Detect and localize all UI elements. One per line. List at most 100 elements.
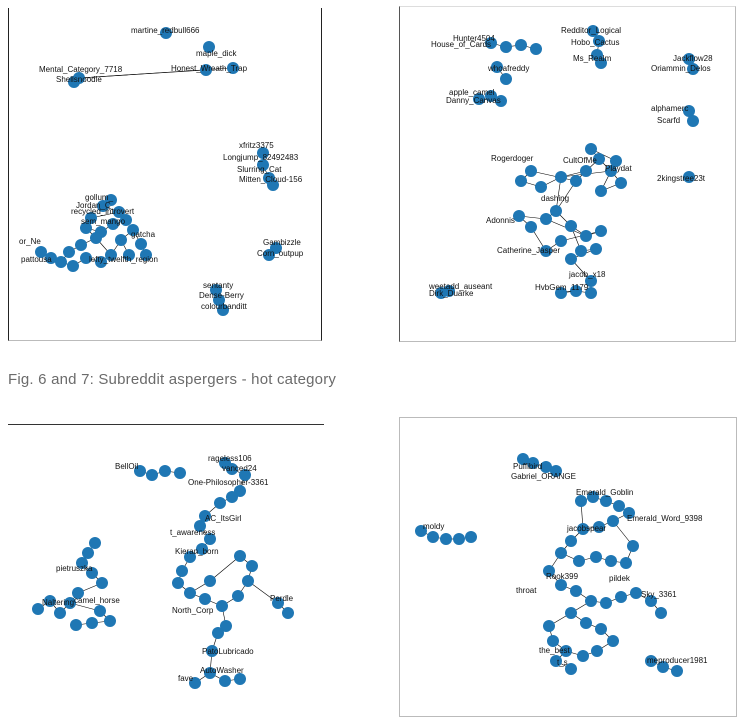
- graph-node: [645, 595, 657, 607]
- graph-node: [86, 617, 98, 629]
- graph-node: [473, 93, 485, 105]
- node-label: Mental_Category_7718: [39, 65, 123, 74]
- graph-node: [85, 212, 97, 224]
- node-label: Playdat: [605, 164, 632, 173]
- graph-node: [232, 590, 244, 602]
- graph-node: [263, 249, 275, 261]
- graph-node: [600, 495, 612, 507]
- graph-node: [200, 64, 212, 76]
- node-label: Perdle: [270, 594, 294, 603]
- graph-node: [172, 577, 184, 589]
- graph-node: [613, 500, 625, 512]
- graph-node: [565, 607, 577, 619]
- graph-node: [600, 597, 612, 609]
- graph-node: [620, 557, 632, 569]
- node-label: Ms_Realm: [573, 54, 612, 63]
- graph-node: [607, 635, 619, 647]
- node-label: Jordan_C: [76, 201, 111, 210]
- node-label: apple_camel: [449, 88, 495, 97]
- graph-node: [605, 555, 617, 567]
- graph-node: [282, 607, 294, 619]
- graph-node: [530, 43, 542, 55]
- node-label: Corn_outpup: [257, 249, 304, 258]
- graph-node: [210, 284, 222, 296]
- graph-node: [593, 35, 605, 47]
- graph-node: [86, 567, 98, 579]
- graph-node: [587, 491, 599, 503]
- graph-node: [540, 245, 552, 257]
- graph-node: [525, 221, 537, 233]
- node-label: AutoWasher: [200, 666, 244, 675]
- graph-node: [212, 627, 224, 639]
- graph-node: [174, 467, 186, 479]
- graph-node: [595, 225, 607, 237]
- node-label: maple_dick: [196, 49, 237, 58]
- graph-node: [96, 577, 108, 589]
- graph-node: [199, 593, 211, 605]
- graph-node: [115, 234, 127, 246]
- graph-node: [204, 667, 216, 679]
- graph-node: [196, 543, 208, 555]
- node-label: camel_horse: [74, 596, 120, 605]
- graph-node: [515, 39, 527, 51]
- graph-node: [585, 275, 597, 287]
- graph-node: [555, 287, 567, 299]
- graph-node: [555, 547, 567, 559]
- graph-node: [683, 171, 695, 183]
- graph-node: [176, 565, 188, 577]
- node-label: pietruszka: [56, 564, 93, 573]
- graph-node: [227, 62, 239, 74]
- graph-node: [485, 90, 497, 102]
- graph-node: [226, 491, 238, 503]
- graph-node: [113, 206, 125, 218]
- graph-node: [453, 533, 465, 545]
- node-label: Naltering: [42, 598, 74, 607]
- node-label: pattousa: [21, 255, 52, 264]
- node-label: Shellsnoodle: [56, 75, 102, 84]
- graph-node: [257, 147, 269, 159]
- graph-node: [272, 597, 284, 609]
- graph-node: [607, 515, 619, 527]
- graph-node: [214, 497, 226, 509]
- graph-node: [95, 256, 107, 268]
- graph-node: [591, 645, 603, 657]
- graph-node: [593, 521, 605, 533]
- node-label: Sky_3361: [641, 590, 677, 599]
- graph-node: [550, 205, 562, 217]
- graph-node: [580, 617, 592, 629]
- graph-node: [134, 465, 146, 477]
- graph-node: [577, 650, 589, 662]
- network-panel-2: Hunter4504 House_of_Cards Redditor_Logical…: [399, 6, 736, 342]
- graph-edge: [209, 555, 241, 582]
- graph-node: [120, 214, 132, 226]
- graph-node: [573, 555, 585, 567]
- graph-node: [485, 37, 497, 49]
- graph-node: [491, 61, 503, 73]
- graph-node: [580, 165, 592, 177]
- node-label: throat: [516, 586, 537, 595]
- graph-node: [683, 105, 695, 117]
- graph-node: [184, 587, 196, 599]
- node-label: dashing: [541, 194, 569, 203]
- graph-node: [127, 224, 139, 236]
- graph-node: [203, 41, 215, 53]
- graph-node: [204, 575, 216, 587]
- graph-node: [500, 41, 512, 53]
- network-panel-1: martine_redbull666 maple_dick Honest_Wreat…: [8, 8, 322, 341]
- graph-node: [565, 535, 577, 547]
- node-label: the_best: [539, 646, 570, 655]
- node-label: lefty_twelfth_region: [89, 255, 158, 264]
- graph-node: [565, 663, 577, 675]
- graph-node: [435, 287, 447, 299]
- graph-node: [55, 256, 67, 268]
- graph-node: [267, 179, 279, 191]
- node-label: weetadd_auseant: [428, 282, 493, 291]
- node-label: vanced24: [222, 464, 257, 473]
- graph-node: [565, 220, 577, 232]
- graph-edge: [555, 180, 577, 212]
- graph-node: [655, 607, 667, 619]
- graph-node: [555, 171, 567, 183]
- graph-node: [590, 551, 602, 563]
- network-graph-1: martine_redbull666 maple_dick Honest_Wreat…: [19, 26, 304, 316]
- graph-node: [54, 607, 66, 619]
